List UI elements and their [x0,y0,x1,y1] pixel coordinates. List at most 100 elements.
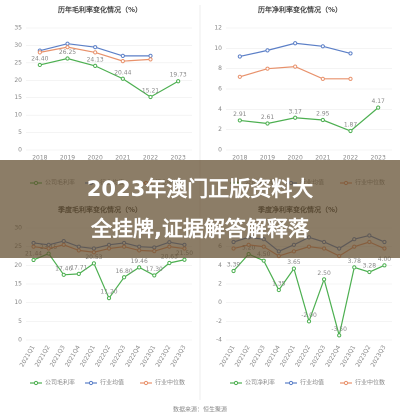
y-tick-label: 4 [218,262,222,269]
point [120,53,125,58]
point [265,66,270,71]
point [276,287,281,293]
y-tick-label: 0 [218,147,222,154]
point [348,128,353,134]
y-tick-label: 15 [14,94,22,101]
point [237,74,242,79]
y-tick-label: 15 [14,281,22,288]
point [121,275,127,280]
data-label: 15.21 [142,87,159,94]
data-label: 1.87 [344,121,358,128]
x-tick-label: 2022 [143,155,158,162]
x-tick-label: 2020 [88,155,103,162]
point [120,76,125,81]
banner-bg [0,160,400,258]
legend-label: 行业中位数 [155,379,185,387]
chart-title: 历年毛利率变化情况（%） [58,5,142,14]
point [231,268,236,274]
point [293,64,298,69]
point [120,59,125,64]
data-label: 3.65 [287,259,301,266]
data-label: 20.44 [114,69,131,76]
y-tick-label: 8 [218,65,222,72]
x-tick-label: 2018 [32,155,47,162]
legend-label: 公司净利率 [245,379,275,387]
y-tick-label: -4 [216,337,222,344]
x-tick-label: 2019 [260,155,275,162]
data-label: 17.46 [55,265,72,272]
point [348,51,353,56]
data-label: 11.20 [100,289,117,296]
point [93,45,98,50]
point [167,260,172,266]
legend-marker [343,380,349,386]
y-tick-label: 2 [218,281,222,288]
data-label: 17.30 [146,266,163,273]
point [137,265,142,270]
y-tick-label: -2 [216,318,222,325]
data-label: -3.50 [331,326,347,333]
data-label: 2.95 [316,111,330,118]
legend-marker [33,380,39,386]
point [152,273,157,278]
x-tick-label: 2020 [288,155,303,162]
point [65,56,70,61]
legend-label: 行业均值 [300,379,324,387]
legend-marker [288,380,294,386]
source: 数据来源：恒生聚源 [173,406,227,414]
point [148,53,153,58]
y-tick-label: 0 [218,299,222,306]
x-tick-label: 2023 [171,155,186,162]
data-label: -2.00 [301,312,317,319]
point [382,263,387,268]
point [37,50,42,55]
data-label: 24.13 [87,56,104,63]
data-label: 2.50 [317,270,331,277]
y-tick-label: 6 [218,86,222,93]
point [37,62,42,68]
y-tick-label: 35 [14,25,22,32]
x-tick-label: 2018 [232,155,247,162]
y-tick-label: 10 [214,45,222,52]
data-label: 19.46 [131,258,148,265]
y-tick-label: 5 [18,318,22,325]
point [91,261,97,266]
y-tick-label: 20 [14,262,22,269]
y-tick-label: 5 [18,129,22,136]
legend-label: 行业中位数 [355,379,385,387]
point [148,94,153,100]
point [265,121,270,126]
legend-label: 公司毛利率 [45,379,75,387]
point [65,41,70,46]
data-label: 19.73 [170,72,187,79]
point [182,257,187,262]
point [93,63,98,68]
x-tick-label: 2021 [315,155,330,162]
data-label: 2.61 [261,114,275,121]
data-label: 24.40 [31,55,48,62]
y-tick-label: 12 [214,25,222,32]
point [367,269,372,275]
y-tick-label: 10 [14,112,22,119]
data-label: 16.80 [115,268,132,275]
y-tick-label: 10 [14,299,22,306]
y-tick-label: 0 [18,147,22,154]
data-label: 3.39 [227,262,241,269]
legend-label: 行业均值 [100,379,124,387]
point [176,79,181,84]
point [321,277,327,282]
point [237,54,242,59]
point [376,105,381,110]
point [306,319,312,324]
x-tick-label: 2021 [115,155,130,162]
point [320,44,325,49]
point [320,117,325,123]
data-label: 17.71 [70,264,87,271]
data-label: 3.17 [288,108,302,115]
point [261,258,266,263]
y-tick-label: 0 [18,337,22,344]
point [61,272,66,277]
banner-line: 2023年澳门正版资料大 [87,177,313,201]
y-tick-label: 4 [218,106,222,113]
